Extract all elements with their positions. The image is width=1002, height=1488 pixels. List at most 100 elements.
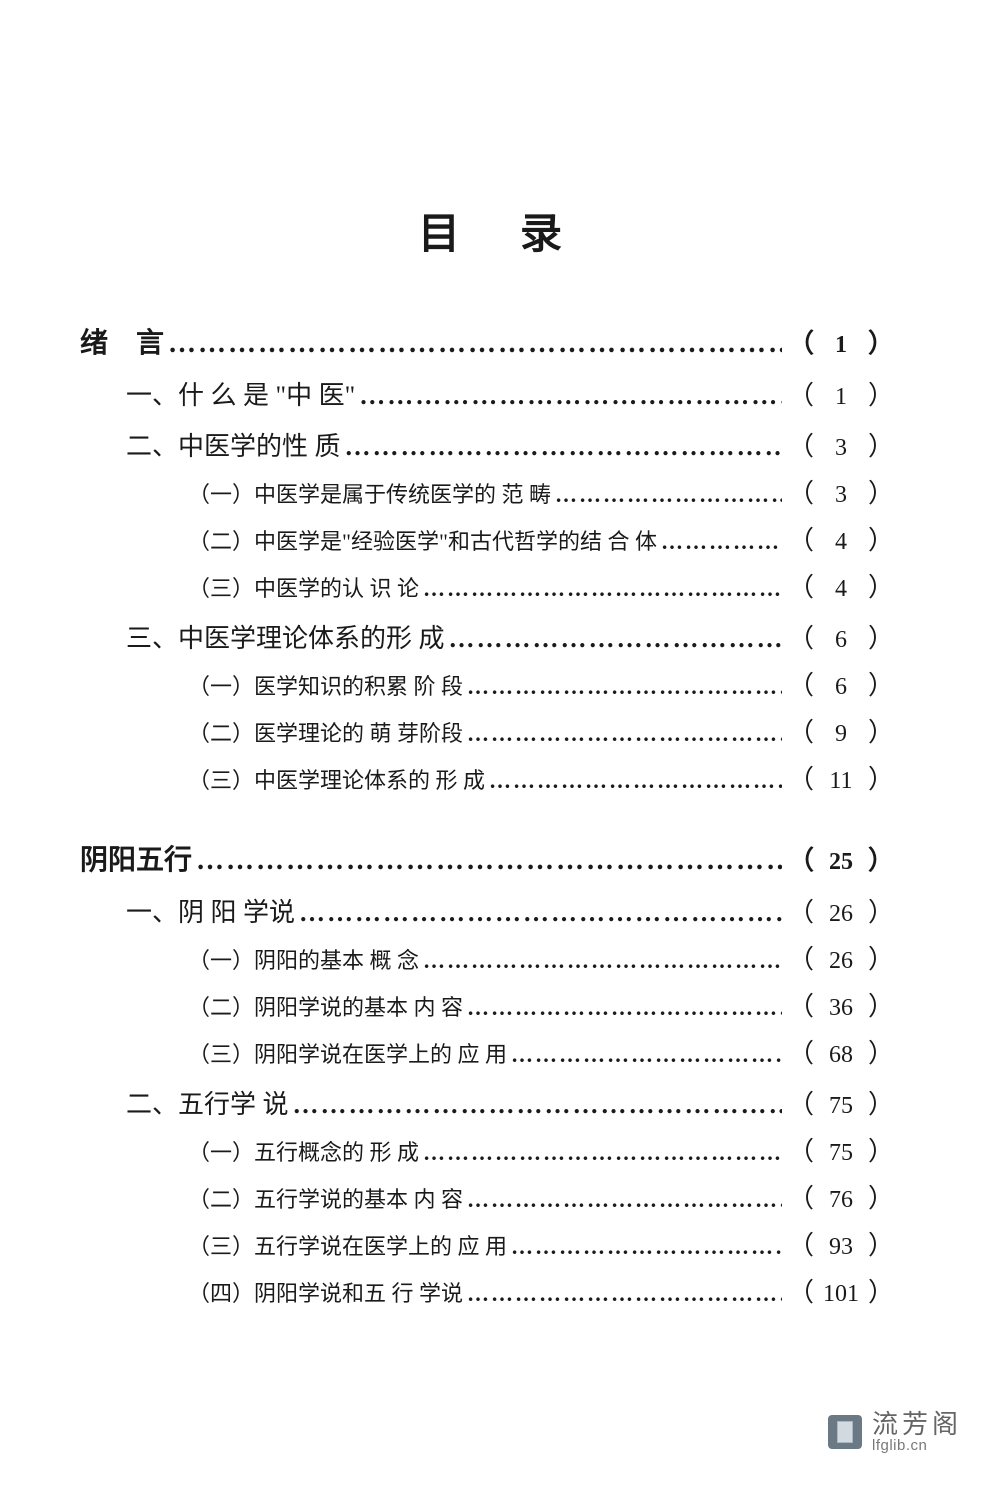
paren-open: （ [782,1084,820,1121]
paren-close: ） [862,426,900,463]
paren-open: （ [782,892,820,929]
toc-row: （三）阴阳学说在医学上的 应 用（68） [80,1033,900,1070]
paren-close: ） [862,473,900,510]
paren-open: （ [782,759,820,796]
paren-open: （ [782,323,820,360]
toc-page-number: 6 [820,674,862,701]
toc-label: （一）五行概念的 形 成 [188,1135,419,1167]
toc-page: （4） [782,567,900,604]
toc-leader-dots [419,948,782,974]
toc-label: （三）五行学说在医学上的 应 用 [188,1229,507,1261]
toc-leader-dots [355,381,782,411]
toc-leader-dots [485,768,782,794]
toc-page: （36） [782,986,900,1023]
toc-leader-dots [419,1140,782,1166]
toc-page-number: 36 [820,995,862,1022]
toc-page: （75） [782,1131,900,1168]
toc-label: 二、中医学的性 质 [126,426,341,463]
toc-page: （68） [782,1033,900,1070]
watermark-name: 流芳阁 [872,1411,962,1438]
toc-page: （26） [782,939,900,976]
toc-row: （二）五行学说的基本 内 容 （76） [80,1178,900,1215]
toc-leader-dots [445,624,782,654]
page-title: 目录 [80,200,900,261]
toc-leader-dots [551,482,782,508]
toc-label: （一）医学知识的积累 阶 段 [188,669,463,701]
paren-close: ） [862,567,900,604]
toc-page: （1） [782,375,900,412]
toc-label: （一）中医学是属于传统医学的 范 畴 [188,477,551,509]
toc-page: （11） [782,759,900,796]
toc-page-number: 25 [820,849,862,876]
paren-close: ） [862,375,900,412]
paren-open: （ [782,1178,820,1215]
toc-row: （四）阴阳学说和五 行 学说 （101） [80,1272,900,1309]
paren-open: （ [782,840,820,877]
toc-label: （三）中医学的认 识 论 [188,571,419,603]
paren-open: （ [782,986,820,1023]
toc-page: （93） [782,1225,900,1262]
toc-row: （一）五行概念的 形 成 （75） [80,1131,900,1168]
toc-row: 三、中医学理论体系的形 成（6） [80,618,900,655]
toc-row: （一）医学知识的积累 阶 段（6） [80,665,900,702]
toc-page-number: 76 [820,1187,862,1214]
paren-open: （ [782,1272,820,1309]
toc-row: 一、什 么 是 "中 医" （1） [80,375,900,412]
toc-leader-dots [289,1090,782,1120]
paren-close: ） [862,323,900,360]
toc-page-number: 6 [820,627,862,654]
toc-label: 绪 言 [80,321,164,361]
paren-close: ） [862,1272,900,1309]
toc-leader-dots [507,1042,782,1068]
toc-page-number: 26 [820,948,862,975]
toc-page-number: 9 [820,721,862,748]
paren-close: ） [862,892,900,929]
toc-page-number: 75 [820,1140,862,1167]
toc-row: 二、中医学的性 质 （3） [80,426,900,463]
watermark-book-icon [828,1415,862,1449]
toc-page-number: 4 [820,576,862,603]
toc-leader-dots [507,1234,782,1260]
paren-open: （ [782,665,820,702]
toc-leader-dots [463,995,782,1021]
toc-label: （三）中医学理论体系的 形 成 [188,763,485,795]
toc-row: （一）中医学是属于传统医学的 范 畴（3） [80,473,900,510]
toc-label: （二）中医学是"经验医学"和古代哲学的结 合 体 [188,524,657,556]
paren-close: ） [862,1084,900,1121]
toc-page: （1） [782,323,900,360]
toc-row: 一、阴 阳 学说（26） [80,892,900,929]
paren-close: ） [862,1033,900,1070]
toc-page-number: 4 [820,529,862,556]
toc-label: 阴阳五行 [80,838,192,878]
paren-open: （ [782,375,820,412]
toc-leader-dots [463,1281,782,1307]
toc-leader-dots [164,328,782,360]
page-body: 目录 绪 言（1）一、什 么 是 "中 医"（1）二、中医学的性 质（3）（一）… [80,200,900,1315]
toc-leader-dots [463,674,782,700]
toc-row: （三）中医学的认 识 论 （4） [80,567,900,604]
toc-page: （101） [782,1272,900,1309]
paren-close: ） [862,1178,900,1215]
toc-page-number: 3 [820,435,862,462]
toc-row: 绪 言 （1） [80,321,900,361]
toc-label: （二）五行学说的基本 内 容 [188,1182,463,1214]
toc-row: （一）阴阳的基本 概 念（26） [80,939,900,976]
toc-page: （4） [782,520,900,557]
toc-row: （三）五行学说在医学上的 应 用 （93） [80,1225,900,1262]
toc-page: （75） [782,1084,900,1121]
toc-label: （四）阴阳学说和五 行 学说 [188,1276,463,1308]
paren-close: ） [862,840,900,877]
toc-label: 一、什 么 是 "中 医" [126,375,355,412]
paren-open: （ [782,1131,820,1168]
toc-page-number: 93 [820,1234,862,1261]
watermark: 流芳阁 lfglib.cn [828,1411,962,1454]
watermark-text: 流芳阁 lfglib.cn [872,1411,962,1454]
table-of-contents: 绪 言（1）一、什 么 是 "中 医"（1）二、中医学的性 质（3）（一）中医学… [80,321,900,1309]
paren-close: ） [862,986,900,1023]
toc-row: （二）医学理论的 萌 芽阶段（9） [80,712,900,749]
paren-open: （ [782,426,820,463]
toc-row: （三）中医学理论体系的 形 成 （11） [80,759,900,796]
toc-row: （二）阴阳学说的基本 内 容（36） [80,986,900,1023]
toc-page: （6） [782,618,900,655]
paren-close: ） [862,618,900,655]
